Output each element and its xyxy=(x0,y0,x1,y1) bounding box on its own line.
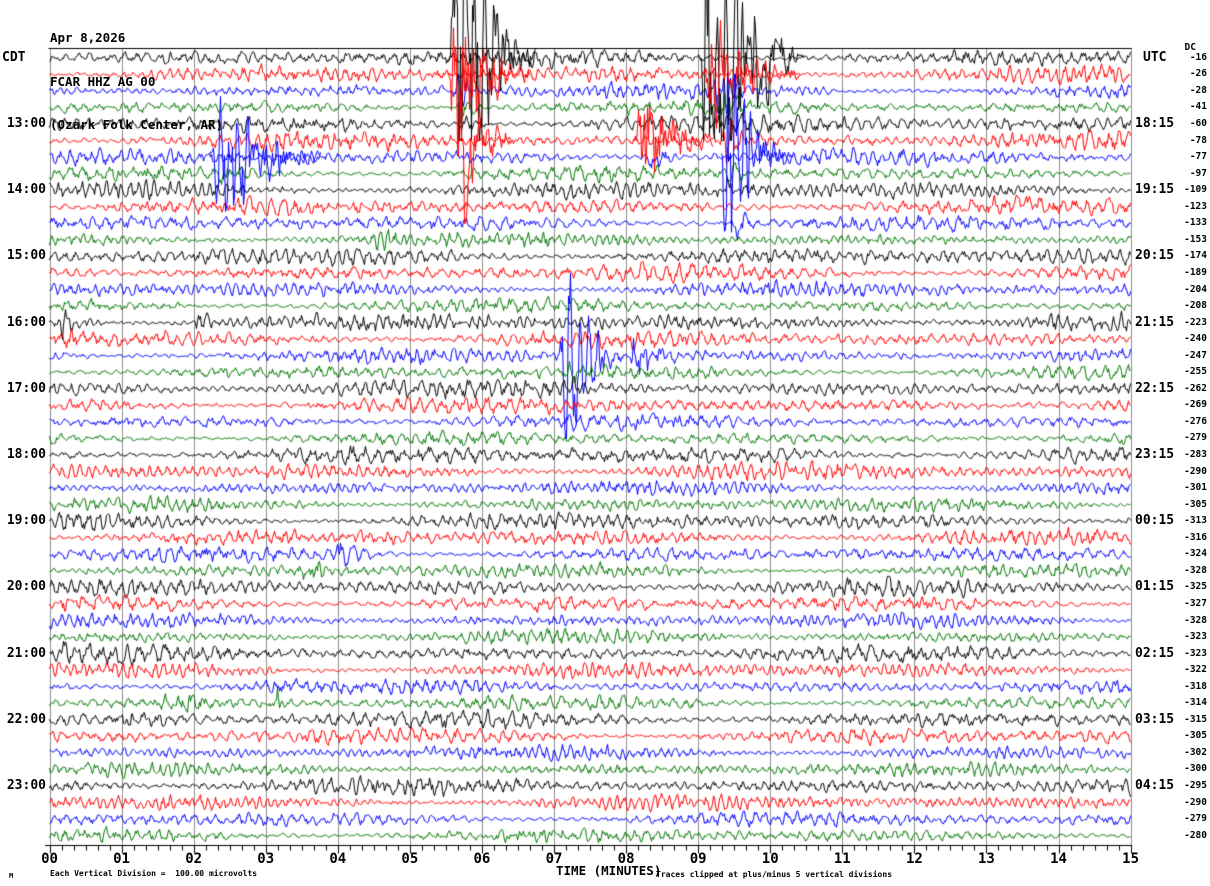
dc-offset-value: -153 xyxy=(1184,233,1207,245)
dc-offset-value: -41 xyxy=(1189,101,1207,113)
utc-time-label: 03:15 xyxy=(1135,711,1175,727)
dc-offset-value: -283 xyxy=(1184,449,1207,460)
dc-offset-value: -324 xyxy=(1184,548,1207,560)
x-tick-label: 02 xyxy=(185,851,203,867)
division-note: Each Vertical Division = 100.00 microvol… xyxy=(50,869,258,878)
dc-offset-value: -328 xyxy=(1184,564,1207,576)
dc-offset-value: -262 xyxy=(1184,382,1207,394)
dc-offset-value: -290 xyxy=(1184,465,1207,477)
dc-offset-value: -305 xyxy=(1184,498,1207,510)
cdt-time-label: 14:00 xyxy=(6,182,46,198)
station-location: (Ozark Folk Center, AR) xyxy=(50,117,224,132)
dc-offset-value: -269 xyxy=(1184,399,1207,411)
dc-offset-value: -97 xyxy=(1189,167,1207,179)
x-tick-label: 12 xyxy=(905,851,923,867)
dc-offset-value: -123 xyxy=(1184,200,1207,212)
dc-offset-value: -189 xyxy=(1184,266,1207,278)
dc-offset-value: -305 xyxy=(1184,730,1207,742)
cdt-time-label: 16:00 xyxy=(6,314,46,330)
cdt-time-label: 15:00 xyxy=(6,248,46,264)
dc-offset-value: -322 xyxy=(1184,664,1207,676)
dc-offset-value: -60 xyxy=(1189,118,1207,129)
utc-time-label: 20:15 xyxy=(1135,248,1175,264)
dc-offset-value: -316 xyxy=(1184,531,1207,543)
dc-offset-value: -204 xyxy=(1184,283,1207,295)
x-tick-label: 00 xyxy=(41,851,58,867)
dc-offset-value: -323 xyxy=(1184,647,1207,659)
utc-time-label: 04:15 xyxy=(1135,778,1175,793)
utc-time-label: 22:15 xyxy=(1135,380,1175,396)
x-tick-label: 10 xyxy=(761,851,779,867)
station-id: FCAR HHZ AG 00 xyxy=(50,73,156,89)
x-tick-label: 09 xyxy=(689,851,707,867)
x-tick-label: 14 xyxy=(1050,851,1067,867)
dc-offset-value: -280 xyxy=(1184,829,1207,841)
dc-offset-value: -301 xyxy=(1184,482,1207,494)
x-tick-label: 05 xyxy=(401,851,419,867)
dc-offset-value: -174 xyxy=(1184,250,1207,262)
dc-offset-value: -290 xyxy=(1184,796,1207,808)
cdt-time-label: 22:00 xyxy=(6,711,46,727)
dc-offset-value: -279 xyxy=(1184,813,1207,825)
dc-offset-value: -325 xyxy=(1184,581,1207,593)
x-tick-label: 03 xyxy=(257,851,275,867)
x-tick-label: 11 xyxy=(833,851,851,867)
dc-offset-value: -327 xyxy=(1184,597,1207,609)
time-axis-label: TIME (MINUTES) xyxy=(556,863,662,878)
utc-time-label: 21:15 xyxy=(1135,314,1175,330)
dc-offset-value: -328 xyxy=(1184,614,1207,626)
dc-offset-value: -28 xyxy=(1189,84,1207,96)
dc-offset-value: -302 xyxy=(1184,746,1207,758)
utc-time-label: 01:15 xyxy=(1135,579,1175,595)
dc-offset-value: -133 xyxy=(1184,217,1207,229)
x-tick-label: 01 xyxy=(113,851,130,867)
dc-offset-value: -223 xyxy=(1184,316,1207,328)
dc-offset-value: -240 xyxy=(1184,333,1207,345)
utc-time-label: 00:15 xyxy=(1135,513,1175,529)
x-tick-label: 04 xyxy=(329,851,347,867)
utc-time-label: 02:15 xyxy=(1135,645,1175,661)
x-tick-label: 06 xyxy=(473,851,491,867)
dc-offset-value: -109 xyxy=(1184,184,1207,196)
cdt-axis-label: CDT xyxy=(2,50,26,65)
dc-offset-value: -300 xyxy=(1184,763,1207,775)
dc-offset-value: -315 xyxy=(1184,713,1207,725)
cdt-time-label: 18:00 xyxy=(6,447,46,462)
header-date: Apr 8,2026 xyxy=(50,30,126,45)
utc-time-label: 19:15 xyxy=(1135,182,1175,198)
clip-note: Traces clipped at plus/minus 5 vertical … xyxy=(656,870,893,879)
cdt-time-label: 23:00 xyxy=(6,778,46,793)
cdt-time-label: 13:00 xyxy=(6,116,46,131)
dc-offset-value: -77 xyxy=(1189,151,1207,163)
dc-offset-value: -26 xyxy=(1189,68,1207,80)
dc-offset-value: -318 xyxy=(1184,680,1207,692)
dc-offset-value: -279 xyxy=(1184,432,1207,444)
dc-offset-value: -276 xyxy=(1184,415,1207,427)
cdt-time-label: 17:00 xyxy=(6,380,46,396)
dc-offset-value: -16 xyxy=(1189,51,1207,63)
x-tick-label: 15 xyxy=(1122,851,1140,867)
cdt-time-label: 20:00 xyxy=(6,579,46,595)
utc-time-label: 18:15 xyxy=(1135,116,1175,131)
dc-offset-value: -255 xyxy=(1184,366,1207,378)
cdt-time-label: 19:00 xyxy=(6,513,46,529)
x-tick-label: 08 xyxy=(617,851,635,867)
dc-offset-value: -314 xyxy=(1184,697,1207,709)
cdt-time-label: 21:00 xyxy=(6,645,46,661)
x-tick-label: 13 xyxy=(978,851,995,867)
dc-offset-value: -323 xyxy=(1184,631,1207,643)
dc-offset-value: -313 xyxy=(1184,515,1207,527)
dc-offset-value: -247 xyxy=(1184,349,1207,361)
dc-offset-value: -78 xyxy=(1189,134,1207,146)
utc-axis-label: UTC xyxy=(1143,50,1167,65)
dc-offset-value: -208 xyxy=(1184,300,1207,312)
corner-mark: M xyxy=(9,872,14,880)
header-block: Apr 8,2026 FCAR HHZ AG 00 (Ozark Folk Ce… xyxy=(50,2,223,162)
dc-axis-label: DC xyxy=(1184,42,1196,53)
dc-offset-value: -295 xyxy=(1184,780,1207,791)
utc-time-label: 23:15 xyxy=(1135,447,1175,462)
x-tick-label: 07 xyxy=(545,851,563,867)
